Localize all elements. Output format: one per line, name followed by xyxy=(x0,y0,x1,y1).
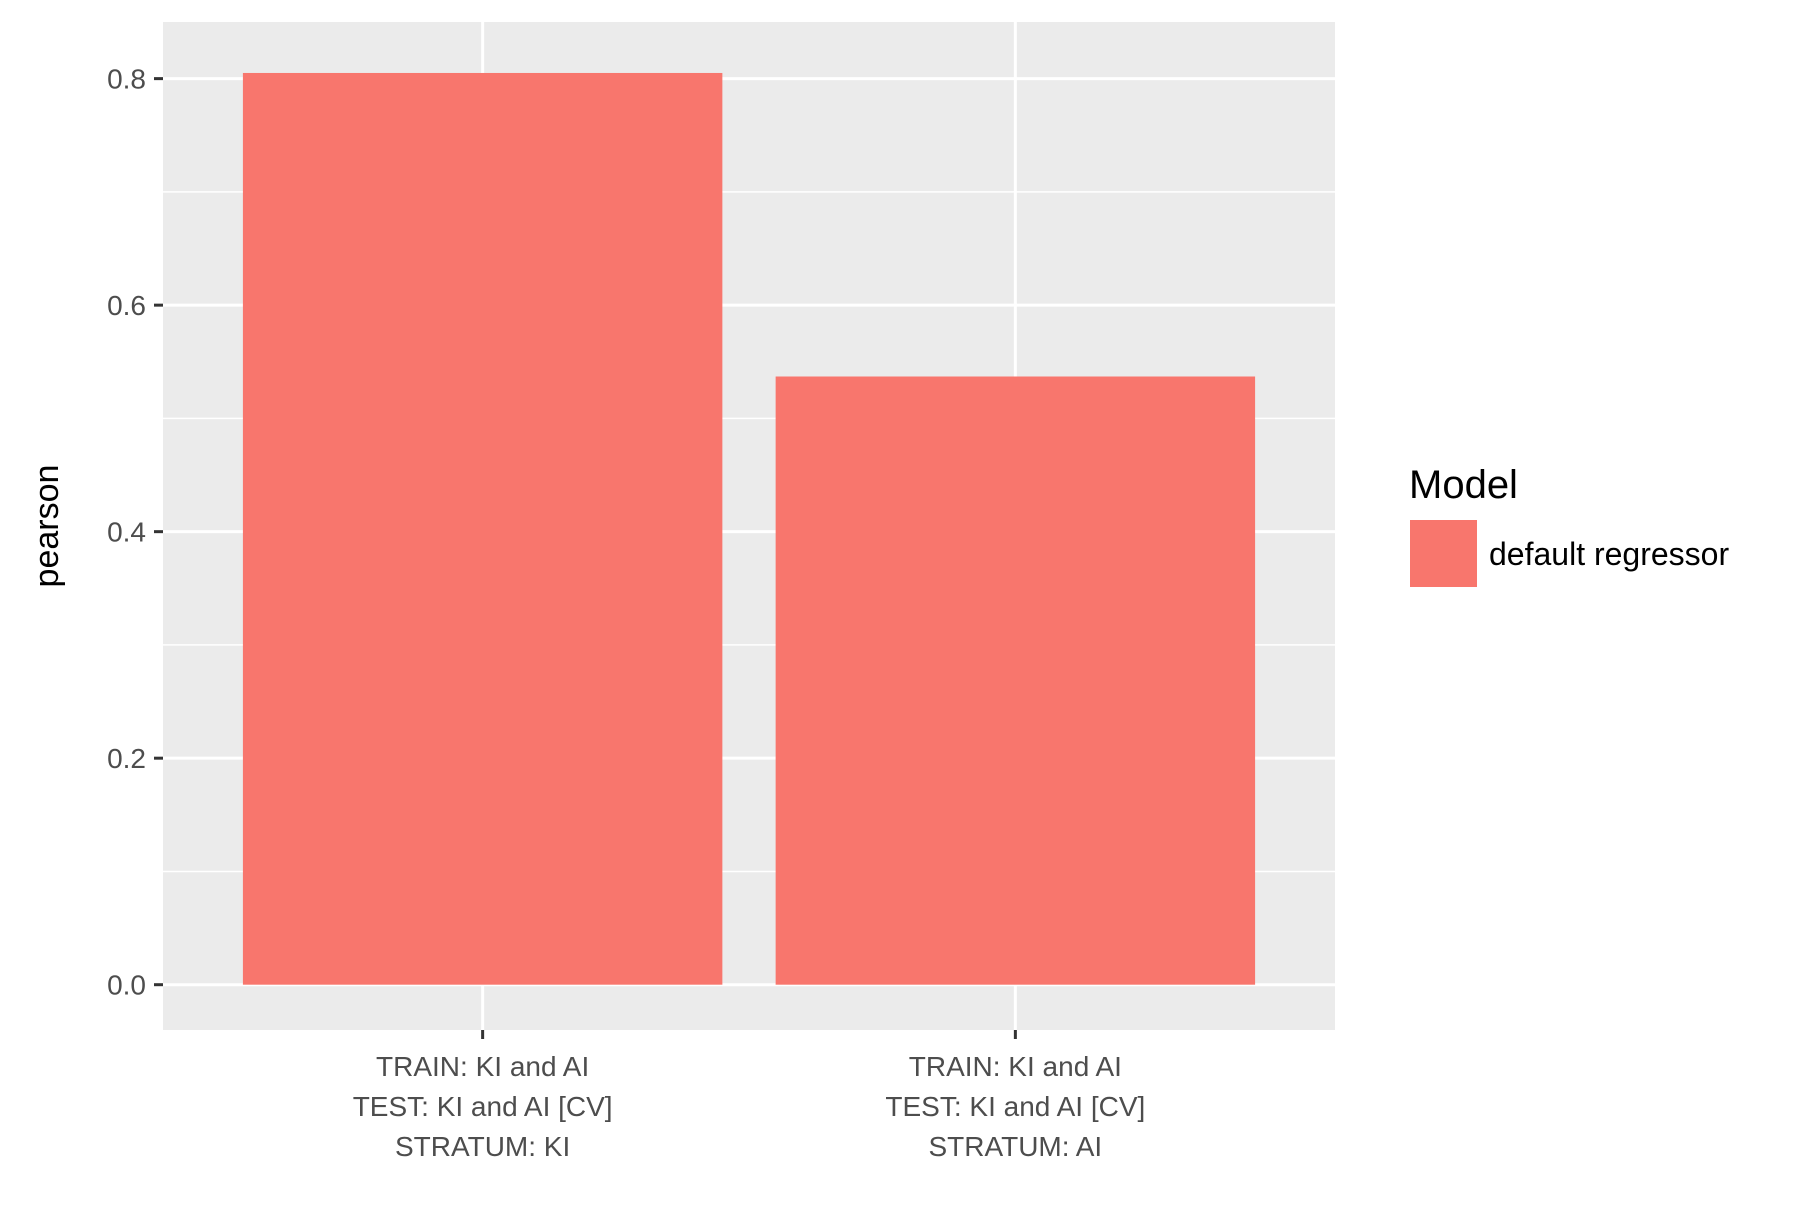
legend-label: default regressor xyxy=(1489,536,1729,572)
bar xyxy=(242,72,723,985)
x-tick-label: TEST: KI and AI [CV] xyxy=(353,1091,613,1122)
y-tick-label: 0.0 xyxy=(107,970,146,1001)
legend: Model default regressor xyxy=(1409,463,1729,587)
y-tick-label: 0.4 xyxy=(107,517,146,548)
x-tick-label: TEST: KI and AI [CV] xyxy=(885,1091,1145,1122)
y-axis-title: pearson xyxy=(28,465,66,588)
bar xyxy=(775,376,1256,985)
x-tick-label: STRATUM: KI xyxy=(395,1131,570,1162)
x-tick-label: STRATUM: AI xyxy=(929,1131,1103,1162)
y-tick-label: 0.6 xyxy=(107,290,146,321)
x-axis: TRAIN: KI and AI TEST: KI and AI [CV] STRA… xyxy=(353,1030,1145,1162)
x-tick-label: TRAIN: KI and AI xyxy=(909,1051,1122,1082)
x-tick-label: TRAIN: KI and AI xyxy=(376,1051,589,1082)
legend-title: Model xyxy=(1409,463,1518,507)
y-axis: 0.0 0.2 0.4 0.6 0.8 xyxy=(107,64,163,1001)
legend-key xyxy=(1410,520,1477,587)
y-tick-label: 0.8 xyxy=(107,64,146,95)
bars xyxy=(242,72,1256,985)
y-tick-label: 0.2 xyxy=(107,743,146,774)
